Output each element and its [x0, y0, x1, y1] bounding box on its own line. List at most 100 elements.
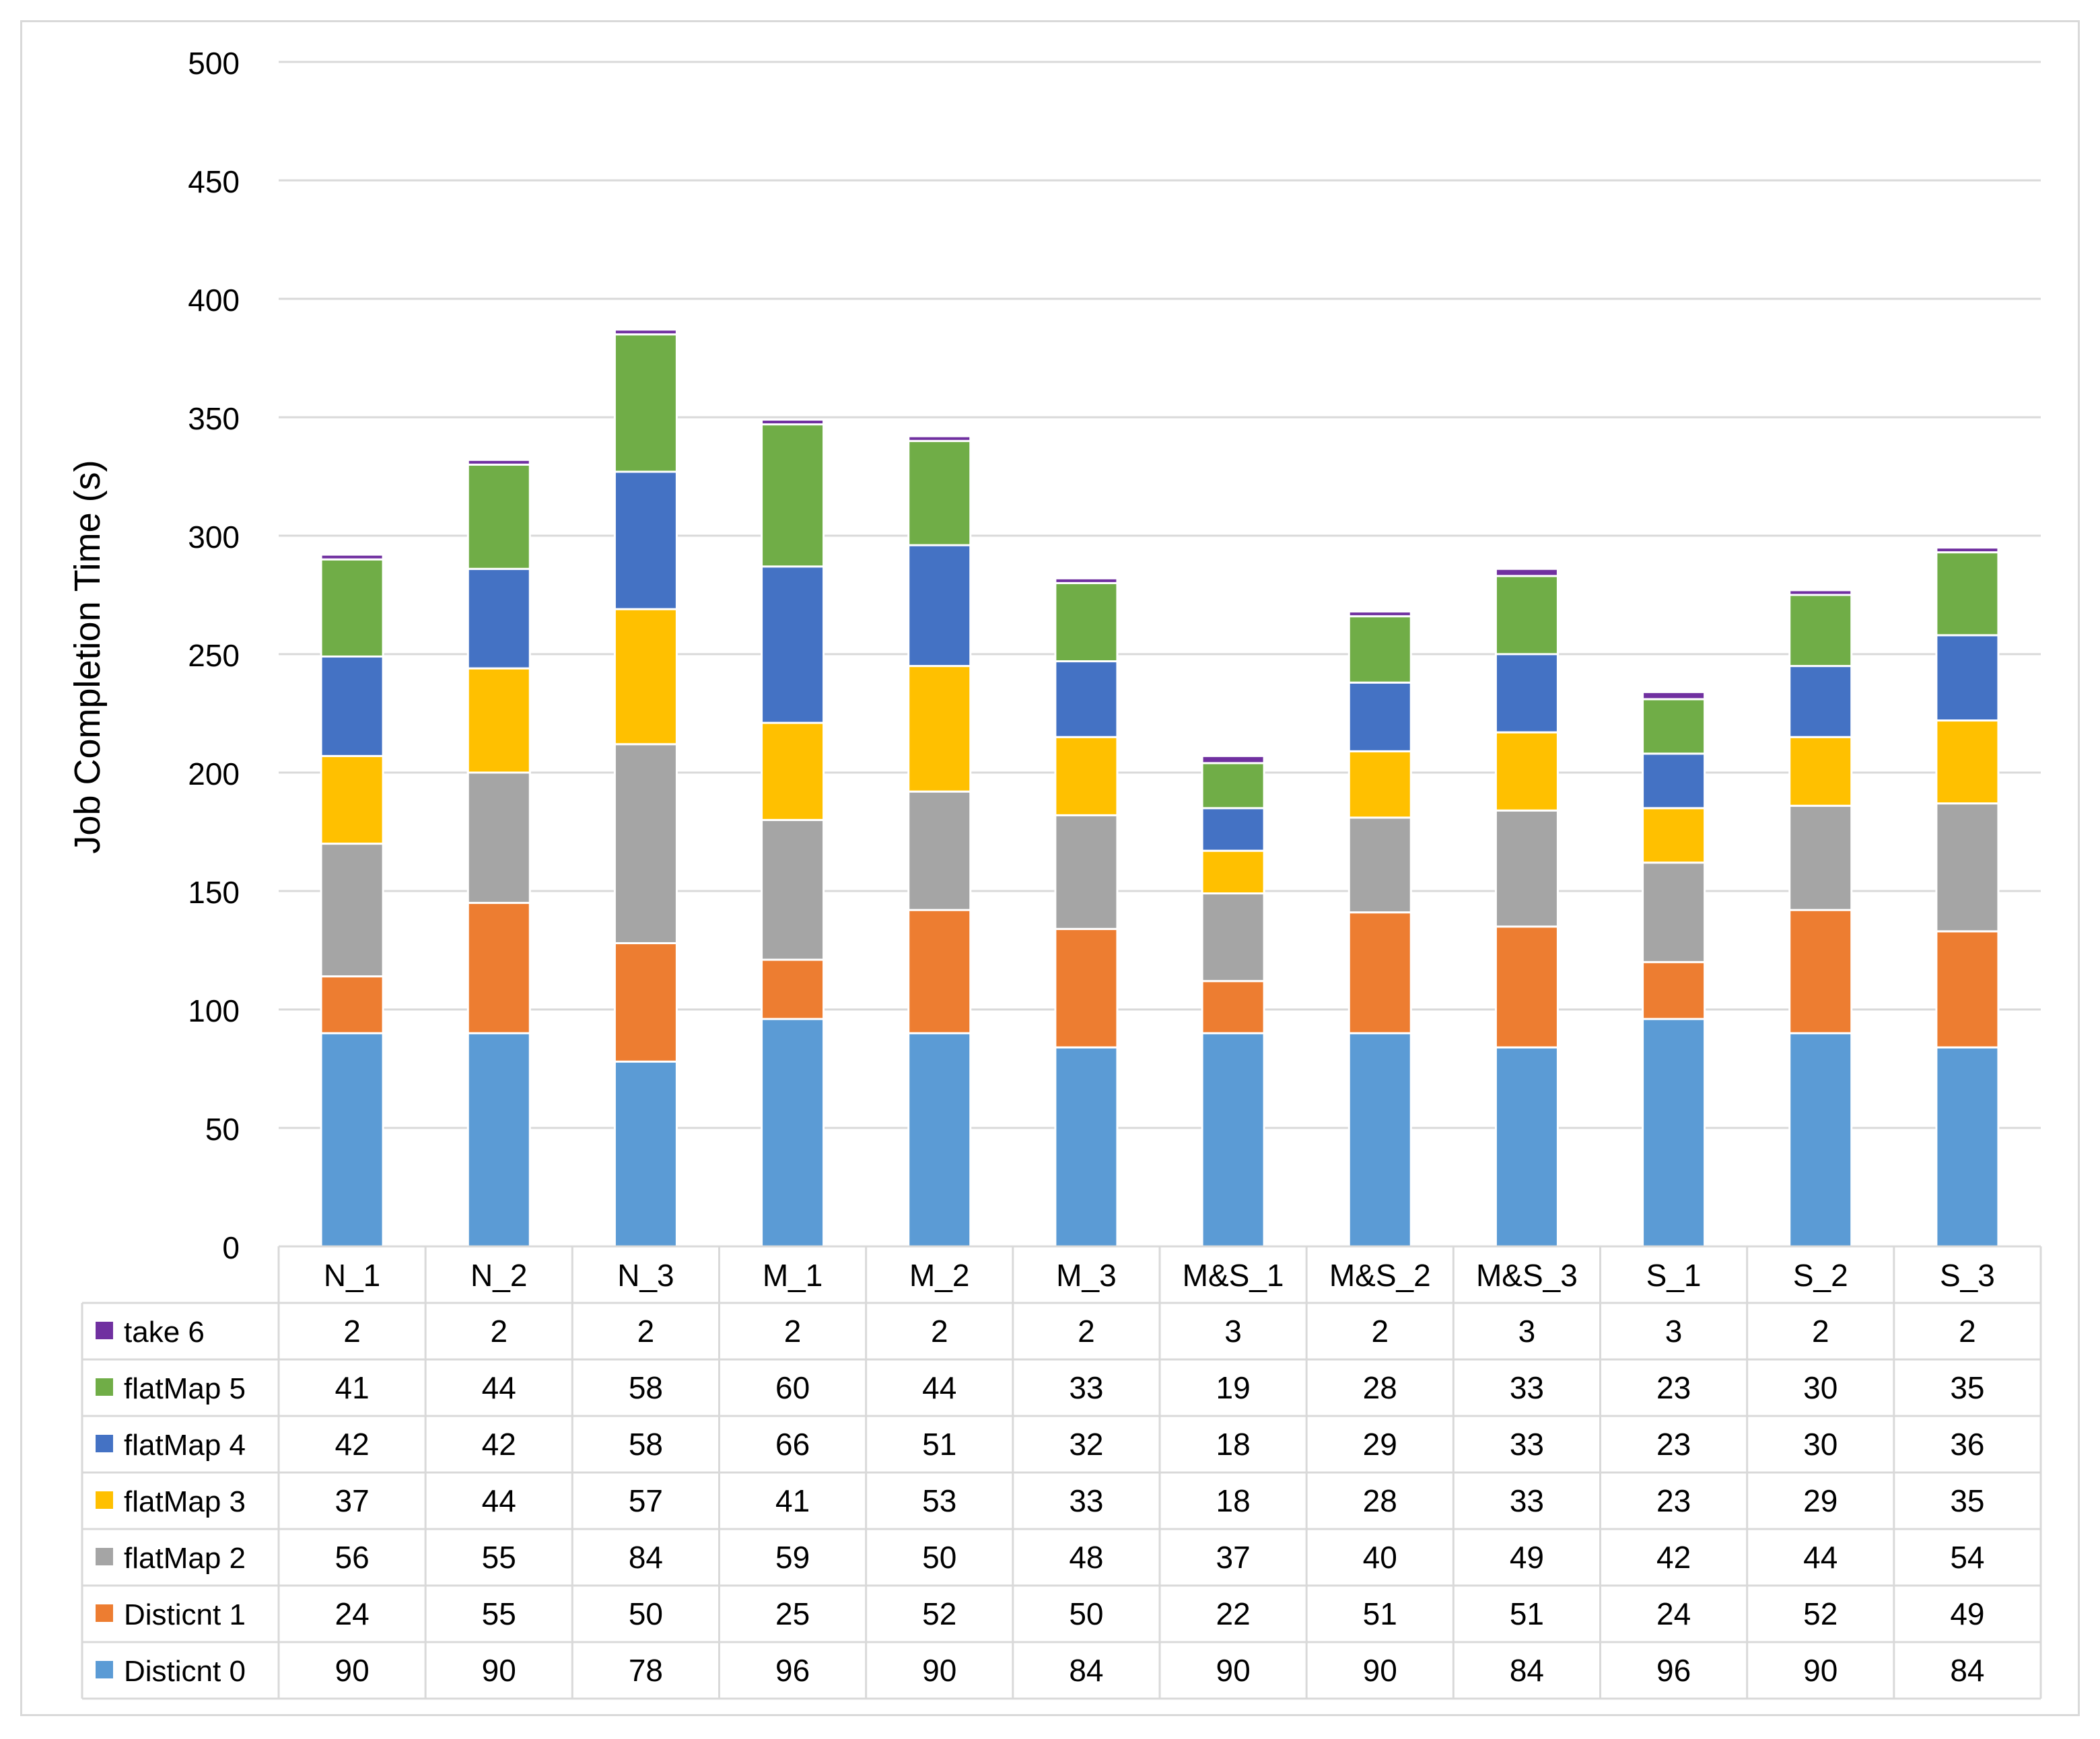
data-label-flatmap-4-m-3: 32 — [1069, 1427, 1103, 1462]
bar-mands-2-flatmap-5 — [1348, 615, 1412, 684]
bar-mands-3-disticnt-0 — [1494, 1046, 1559, 1248]
y-tick-label-100: 100 — [188, 993, 240, 1028]
data-label-disticnt-0-m-1: 96 — [775, 1653, 810, 1688]
data-label-disticnt-0-mands-1: 90 — [1216, 1653, 1250, 1688]
bar-n-1-take-6 — [320, 553, 384, 561]
legend-key-flatmap-2 — [96, 1548, 113, 1565]
gridlines — [279, 61, 2041, 1129]
bar-s-2-flatmap-2 — [1788, 804, 1853, 911]
data-label-flatmap-3-n-3: 57 — [629, 1483, 663, 1518]
bar-n-2-flatmap-3 — [466, 667, 531, 774]
bar-n-3-flatmap-5 — [613, 333, 678, 473]
legend-label-flatmap-2: flatMap 2 — [124, 1542, 246, 1575]
bar-m-1-disticnt-1 — [761, 958, 825, 1020]
data-label-flatmap-2-n-2: 55 — [482, 1540, 516, 1575]
data-label-flatmap-2-m-3: 48 — [1069, 1540, 1103, 1575]
data-label-flatmap-5-mands-1: 19 — [1216, 1370, 1250, 1405]
data-label-disticnt-1-n-1: 24 — [335, 1596, 369, 1631]
data-label-take-6-m-3: 2 — [1078, 1314, 1095, 1349]
category-label-mands-1: M&S_1 — [1183, 1258, 1284, 1293]
data-label-flatmap-3-s-3: 35 — [1950, 1483, 1984, 1518]
bar-m-2-take-6 — [907, 435, 972, 442]
bar-m-3-disticnt-1 — [1054, 927, 1119, 1049]
bars — [320, 328, 2000, 1248]
data-label-flatmap-4-s-1: 23 — [1656, 1427, 1691, 1462]
category-label-mands-2: M&S_2 — [1329, 1258, 1431, 1293]
legend-label-flatmap-4: flatMap 4 — [124, 1429, 246, 1462]
y-tick-label-500: 500 — [188, 46, 240, 81]
bar-n-1-flatmap-4 — [320, 655, 384, 757]
data-label-disticnt-1-m-3: 50 — [1069, 1596, 1103, 1631]
bar-n-2-flatmap-2 — [466, 771, 531, 904]
data-label-take-6-mands-3: 3 — [1518, 1314, 1536, 1349]
bar-m-2-flatmap-3 — [907, 665, 972, 793]
bar-mands-2-take-6 — [1348, 610, 1412, 618]
data-label-take-6-m-2: 2 — [931, 1314, 948, 1349]
bar-n-3-flatmap-2 — [613, 743, 678, 944]
bar-m-1-flatmap-5 — [761, 423, 825, 568]
bar-m-3-flatmap-2 — [1054, 814, 1119, 930]
bar-n-1-flatmap-2 — [320, 843, 384, 978]
data-label-flatmap-3-mands-2: 28 — [1363, 1483, 1397, 1518]
legend-label-disticnt-0: Disticnt 0 — [124, 1655, 246, 1688]
data-label-disticnt-1-mands-3: 51 — [1510, 1596, 1544, 1631]
data-label-flatmap-4-m-1: 66 — [775, 1427, 810, 1462]
bar-s-1-disticnt-1 — [1642, 961, 1706, 1020]
data-label-flatmap-5-m-3: 33 — [1069, 1370, 1103, 1405]
bar-mands-1-take-6 — [1201, 754, 1265, 765]
bar-s-3-flatmap-3 — [1935, 719, 2000, 805]
data-label-flatmap-5-n-3: 58 — [629, 1370, 663, 1405]
bar-n-3-flatmap-3 — [613, 608, 678, 746]
legend-label-take-6: take 6 — [124, 1316, 205, 1349]
bar-m-3-flatmap-5 — [1054, 581, 1119, 663]
data-label-disticnt-0-m-2: 90 — [922, 1653, 956, 1688]
bar-s-2-disticnt-1 — [1788, 909, 1853, 1034]
data-label-disticnt-0-mands-3: 84 — [1510, 1653, 1544, 1688]
data-label-flatmap-2-s-1: 42 — [1656, 1540, 1691, 1575]
data-label-flatmap-5-m-2: 44 — [922, 1370, 956, 1405]
data-label-flatmap-4-mands-1: 18 — [1216, 1427, 1250, 1462]
data-label-disticnt-1-m-1: 25 — [775, 1596, 810, 1631]
data-label-flatmap-2-mands-3: 49 — [1510, 1540, 1544, 1575]
category-label-mands-3: M&S_3 — [1476, 1258, 1578, 1293]
legend-key-disticnt-1 — [96, 1604, 113, 1622]
legend-label-disticnt-1: Disticnt 1 — [124, 1598, 246, 1631]
bar-s-3-disticnt-0 — [1935, 1046, 2000, 1248]
data-label-disticnt-0-m-3: 84 — [1069, 1653, 1103, 1688]
bar-s-2-take-6 — [1788, 589, 1853, 596]
data-label-flatmap-5-s-2: 30 — [1803, 1370, 1838, 1405]
bar-n-2-disticnt-1 — [466, 902, 531, 1034]
bar-mands-1-flatmap-3 — [1201, 849, 1265, 895]
bar-s-2-flatmap-3 — [1788, 736, 1853, 807]
data-label-flatmap-3-m-2: 53 — [922, 1483, 956, 1518]
data-label-take-6-m-1: 2 — [784, 1314, 802, 1349]
bar-n-3-take-6 — [613, 328, 678, 336]
data-label-flatmap-2-s-3: 54 — [1950, 1540, 1984, 1575]
bar-mands-1-flatmap-5 — [1201, 762, 1265, 810]
bar-s-1-flatmap-2 — [1642, 861, 1706, 964]
y-tick-label-0: 0 — [222, 1230, 240, 1265]
data-label-take-6-n-1: 2 — [343, 1314, 361, 1349]
y-tick-label-200: 200 — [188, 756, 240, 791]
bar-m-3-take-6 — [1054, 577, 1119, 584]
legend-key-flatmap-3 — [96, 1491, 113, 1509]
legend-key-take-6 — [96, 1322, 113, 1339]
bar-n-2-disticnt-0 — [466, 1032, 531, 1248]
data-label-flatmap-5-mands-2: 28 — [1363, 1370, 1397, 1405]
data-label-flatmap-5-s-3: 35 — [1950, 1370, 1984, 1405]
data-label-flatmap-4-s-2: 30 — [1803, 1427, 1838, 1462]
data-label-flatmap-4-s-3: 36 — [1950, 1427, 1984, 1462]
data-label-disticnt-1-s-3: 49 — [1950, 1596, 1984, 1631]
bar-m-3-flatmap-3 — [1054, 736, 1119, 816]
data-label-flatmap-2-m-2: 50 — [922, 1540, 956, 1575]
data-label-take-6-s-2: 2 — [1812, 1314, 1829, 1349]
bar-mands-3-disticnt-1 — [1494, 925, 1559, 1049]
bar-s-1-disticnt-0 — [1642, 1018, 1706, 1248]
bar-mands-2-flatmap-2 — [1348, 816, 1412, 914]
bar-s-1-flatmap-4 — [1642, 752, 1706, 810]
data-label-flatmap-3-s-1: 23 — [1656, 1483, 1691, 1518]
bar-mands-3-take-6 — [1494, 567, 1559, 577]
bar-m-3-disticnt-0 — [1054, 1046, 1119, 1248]
y-tick-label-400: 400 — [188, 283, 240, 318]
